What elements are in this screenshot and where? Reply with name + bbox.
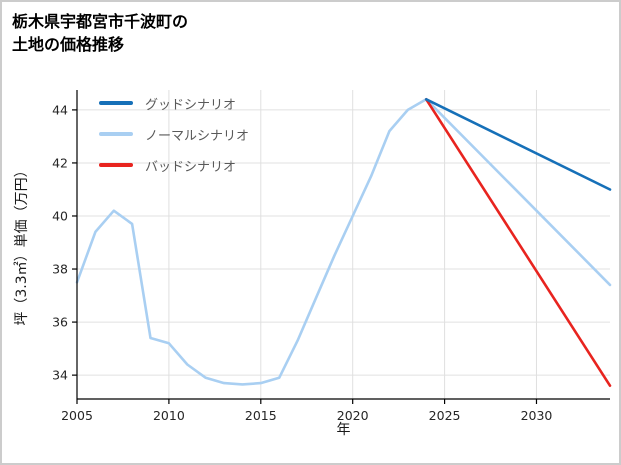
- y-tick-label: 36: [52, 315, 68, 330]
- legend-item-normal: ノーマルシナリオ: [99, 123, 249, 145]
- x-tick-label: 2025: [429, 408, 461, 423]
- chart-title-line1: 栃木県宇都宮市千波町の: [12, 12, 189, 31]
- chart-legend: グッドシナリオ ノーマルシナリオ バッドシナリオ: [99, 92, 249, 176]
- chart-title: 栃木県宇都宮市千波町の 土地の価格推移: [12, 10, 188, 56]
- chart-title-line2: 土地の価格推移: [12, 35, 125, 55]
- legend-label-normal: ノーマルシナリオ: [145, 128, 250, 144]
- y-tick-label: 34: [52, 368, 68, 383]
- x-tick-label: 2030: [521, 408, 553, 423]
- x-tick-label: 2010: [153, 408, 185, 423]
- legend-swatch-good-icon: [99, 101, 133, 105]
- x-axis-label: 年: [337, 422, 351, 438]
- series-line-0: [424, 98, 612, 191]
- legend-label-good: グッドシナリオ: [145, 97, 237, 113]
- y-tick-label: 38: [52, 262, 68, 277]
- legend-swatch-normal-icon: [99, 132, 133, 136]
- y-tick-label: 42: [52, 155, 68, 170]
- y-tick-label: 40: [52, 208, 68, 223]
- legend-item-good: グッドシナリオ: [99, 92, 249, 114]
- x-tick-label: 2020: [337, 408, 369, 423]
- x-tick-label: 2015: [245, 408, 277, 423]
- y-tick-label: 44: [52, 102, 68, 117]
- series-line-1: [75, 98, 612, 386]
- x-tick-label: 2005: [61, 408, 93, 423]
- series-line-2: [424, 98, 612, 388]
- legend-item-bad: バッドシナリオ: [99, 154, 249, 176]
- y-axis-label: 坪（3.3㎡）単価（万円）: [14, 163, 30, 325]
- legend-swatch-bad-icon: [99, 163, 133, 167]
- legend-label-bad: バッドシナリオ: [145, 159, 237, 175]
